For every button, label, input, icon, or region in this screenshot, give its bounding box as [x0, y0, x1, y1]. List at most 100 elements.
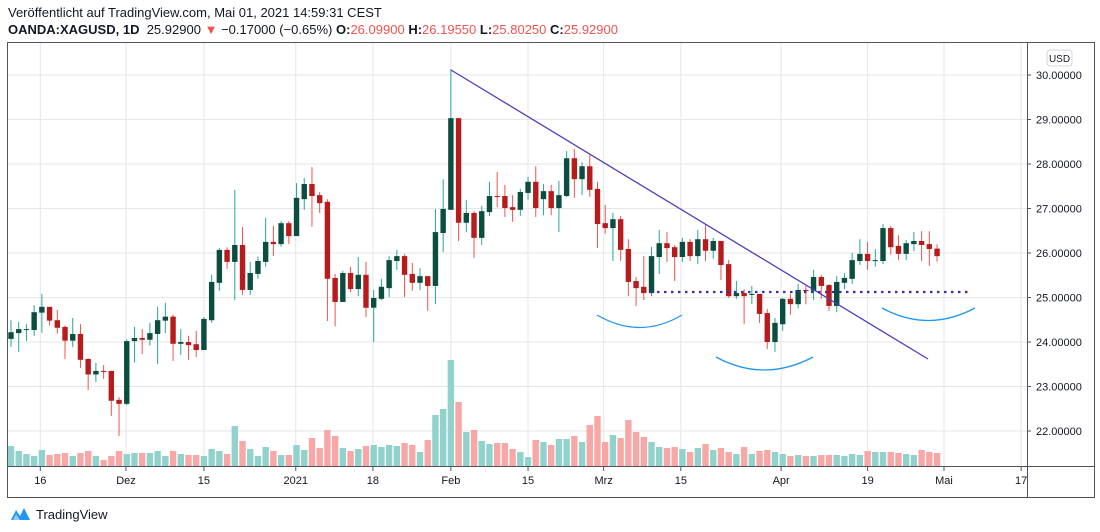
candle-body [224, 249, 230, 262]
candle-body [131, 337, 138, 342]
candle-body [278, 223, 284, 245]
y-tick-label: 25.00000 [1036, 293, 1082, 305]
candle-body [54, 320, 61, 328]
currency-badge[interactable]: USD [1046, 49, 1073, 67]
candle-body [116, 399, 122, 404]
volume-bar [872, 452, 879, 466]
volume-bar [679, 449, 686, 466]
candle-body [749, 293, 755, 295]
volume-bar [841, 456, 848, 466]
volume-bar [169, 451, 177, 466]
candle-body [934, 248, 940, 257]
candle-body [16, 329, 22, 334]
candle-body [455, 118, 462, 223]
volume-bar [856, 455, 864, 466]
volume-bar [347, 451, 354, 466]
volume-bar [756, 451, 763, 466]
volume-bar [316, 448, 323, 466]
candle-body [370, 297, 377, 308]
low-label: L: [479, 22, 493, 37]
trendline[interactable] [450, 69, 929, 360]
candle-body [293, 197, 300, 237]
candle-body [46, 306, 53, 321]
volume-bar [247, 449, 254, 466]
candle-body [656, 243, 662, 258]
volume-bar [918, 450, 925, 466]
volume-bar [146, 453, 154, 466]
volume-bar [285, 455, 293, 466]
volume-bar [324, 430, 331, 466]
volume-bar [794, 455, 802, 466]
volume-bar [216, 451, 223, 466]
candle-body [239, 244, 246, 290]
time-axis[interactable]: 16 Dez 15 2021 18 Feb 15 Mrz 15 Apr 19 Mai 17 [34, 466, 1027, 487]
candle-body [201, 318, 207, 351]
volume-bar [154, 451, 161, 466]
candle-body [316, 195, 323, 204]
volume-bar [84, 451, 92, 466]
candle-body [664, 243, 670, 249]
last-price: 25.92900 [146, 22, 201, 37]
candle-body [301, 184, 307, 200]
volume-bar [926, 452, 933, 466]
candle-body [417, 276, 423, 283]
candle-body [170, 316, 176, 344]
candle-body [70, 333, 76, 341]
candle-body [525, 181, 531, 193]
y-tick-label: 23.00000 [1036, 382, 1082, 394]
volume-bar [486, 444, 493, 466]
candle-body [880, 228, 886, 262]
candle-body [178, 342, 184, 344]
volume-bar [671, 447, 678, 466]
volume-bar [262, 447, 269, 466]
candles [8, 69, 940, 436]
volume-bar [910, 455, 918, 466]
candle-body [247, 273, 253, 290]
volume-bar [355, 449, 362, 466]
candle-body [440, 208, 446, 233]
candle-body [888, 228, 894, 248]
candle-body [602, 223, 608, 229]
candle-body [162, 316, 169, 321]
volume-bar [547, 445, 555, 466]
volume-bar [30, 456, 38, 466]
open-label: O: [336, 22, 351, 37]
price-axis[interactable]: 30.00000 29.00000 28.00000 27.00000 26.00000… [1027, 70, 1082, 438]
candle-body [803, 289, 809, 291]
candle-body [479, 211, 485, 238]
candle-body [849, 260, 855, 279]
arc-head[interactable] [715, 356, 814, 371]
candle-body [579, 166, 585, 180]
candle-body [725, 264, 732, 297]
volume-bar [640, 437, 647, 466]
drawings [450, 69, 976, 371]
volume-bar [447, 360, 455, 466]
candle-body [679, 241, 686, 258]
volume-bar [825, 455, 833, 466]
candle-body [810, 277, 817, 291]
candle-body [23, 329, 30, 331]
candle-body [795, 289, 801, 305]
brand-name: TradingView [36, 506, 108, 522]
arc-right-shoulder[interactable] [881, 307, 976, 322]
volume-bar [455, 402, 462, 466]
volume-bar [555, 439, 563, 466]
arc-left-shoulder[interactable] [596, 314, 683, 329]
candle-body [702, 239, 709, 251]
footer-brand[interactable]: TradingView [10, 506, 108, 522]
volume-bar [231, 426, 238, 466]
candle-body [571, 158, 578, 180]
chart-frame [7, 42, 1095, 498]
volume-bar [7, 446, 15, 466]
volume-bar [193, 455, 200, 466]
volume-bar [887, 452, 894, 466]
volume-bar [131, 453, 138, 466]
volume-bar [308, 438, 316, 466]
volume-bar [362, 446, 370, 466]
candle-body [687, 241, 693, 257]
close-label: C: [550, 22, 564, 37]
x-tick-label: Dez [116, 475, 136, 487]
volume-bar [509, 449, 516, 466]
volume-bar [902, 454, 910, 466]
